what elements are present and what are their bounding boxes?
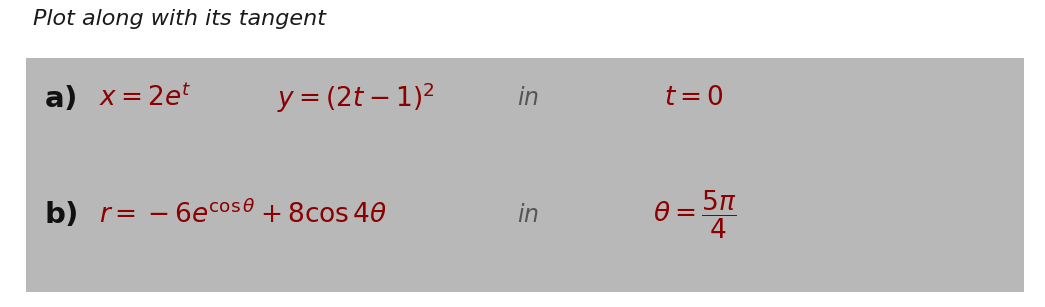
Text: $\mathit{in}$: $\mathit{in}$ (517, 203, 539, 227)
Text: $t = 0$: $t = 0$ (664, 85, 723, 111)
Text: $y = (2t-1)^{2}$: $y = (2t-1)^{2}$ (277, 81, 435, 115)
Text: $\mathbf{b)}$: $\mathbf{b)}$ (44, 200, 77, 229)
Text: $\mathbf{a)}$: $\mathbf{a)}$ (44, 84, 76, 113)
Text: $\mathit{in}$: $\mathit{in}$ (517, 86, 539, 110)
Text: $\theta = \dfrac{5\pi}{4}$: $\theta = \dfrac{5\pi}{4}$ (653, 189, 737, 241)
Text: $x = 2e^{t}$: $x = 2e^{t}$ (99, 84, 192, 112)
Text: Plot along with its tangent: Plot along with its tangent (33, 9, 326, 29)
FancyBboxPatch shape (26, 58, 1024, 292)
Text: $r = -6e^{\cos\theta} + 8\cos 4\theta$: $r = -6e^{\cos\theta} + 8\cos 4\theta$ (99, 201, 388, 229)
